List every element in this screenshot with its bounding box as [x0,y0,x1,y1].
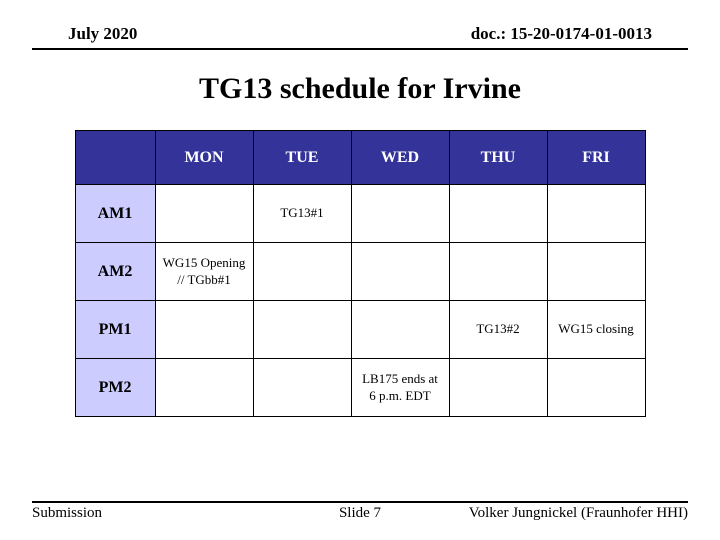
footer-bar: Submission Slide 7 Volker Jungnickel (Fr… [32,501,688,522]
cell-am1-wed [351,185,449,243]
footer-left: Submission [32,505,102,522]
cell-am1-mon [155,185,253,243]
row-label-am2: AM2 [75,243,155,301]
day-header-mon: MON [155,131,253,185]
cell-pm2-tue [253,359,351,417]
row-am2: AM2 WG15 Opening // TGbb#1 [75,243,645,301]
cell-pm2-thu [449,359,547,417]
row-am1: AM1 TG13#1 [75,185,645,243]
cell-pm1-wed [351,301,449,359]
cell-pm1-fri: WG15 closing [547,301,645,359]
cell-am1-tue: TG13#1 [253,185,351,243]
schedule-table: MON TUE WED THU FRI AM1 TG13#1 AM2 WG15 … [75,130,646,417]
day-header-fri: FRI [547,131,645,185]
cell-pm1-mon [155,301,253,359]
cell-am2-wed [351,243,449,301]
corner-cell [75,131,155,185]
row-pm2: PM2 LB175 ends at 6 p.m. EDT [75,359,645,417]
row-pm1: PM1 TG13#2 WG15 closing [75,301,645,359]
cell-pm2-mon [155,359,253,417]
cell-am2-fri [547,243,645,301]
cell-pm1-thu: TG13#2 [449,301,547,359]
day-header-thu: THU [449,131,547,185]
footer-slide-number: Slide 7 [339,505,381,522]
header-bar: July 2020 doc.: 15-20-0174-01-0013 [32,0,688,50]
header-doc-number: doc.: 15-20-0174-01-0013 [471,24,652,44]
slide-title: TG13 schedule for Irvine [0,72,720,106]
header-date: July 2020 [68,24,137,44]
footer-author: Volker Jungnickel (Fraunhofer HHI) [469,505,688,522]
row-label-pm1: PM1 [75,301,155,359]
day-header-tue: TUE [253,131,351,185]
cell-am1-thu [449,185,547,243]
cell-am1-fri [547,185,645,243]
row-label-am1: AM1 [75,185,155,243]
cell-pm1-tue [253,301,351,359]
cell-pm2-wed: LB175 ends at 6 p.m. EDT [351,359,449,417]
cell-pm2-fri [547,359,645,417]
row-label-pm2: PM2 [75,359,155,417]
day-header-wed: WED [351,131,449,185]
header-row: MON TUE WED THU FRI [75,131,645,185]
cell-am2-tue [253,243,351,301]
cell-am2-thu [449,243,547,301]
cell-am2-mon: WG15 Opening // TGbb#1 [155,243,253,301]
